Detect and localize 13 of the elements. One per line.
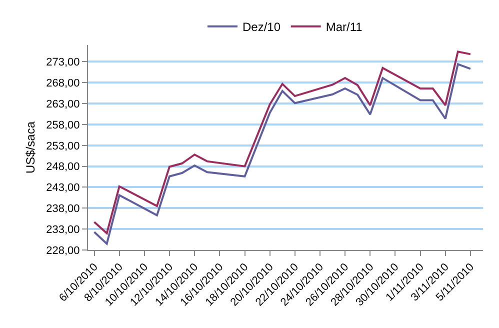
legend-label: Dez/10	[242, 20, 281, 34]
y-tick-label: 263,00	[46, 98, 80, 110]
y-tick-label: 233,00	[46, 224, 80, 236]
y-tick-label: 248,00	[46, 161, 80, 174]
y-tick-label: 238,00	[46, 203, 80, 216]
y-tick-label: 253,00	[46, 140, 80, 152]
y-tick-label: 243,00	[46, 182, 80, 194]
legend-label: Mar/11	[326, 20, 363, 34]
y-tick-label: 228,00	[46, 244, 80, 257]
y-axis-title: US$/saca	[23, 121, 38, 174]
y-tick-label: 258,00	[46, 119, 80, 132]
y-tick-label: 268,00	[46, 78, 80, 90]
y-tick-label: 273,00	[46, 56, 80, 69]
